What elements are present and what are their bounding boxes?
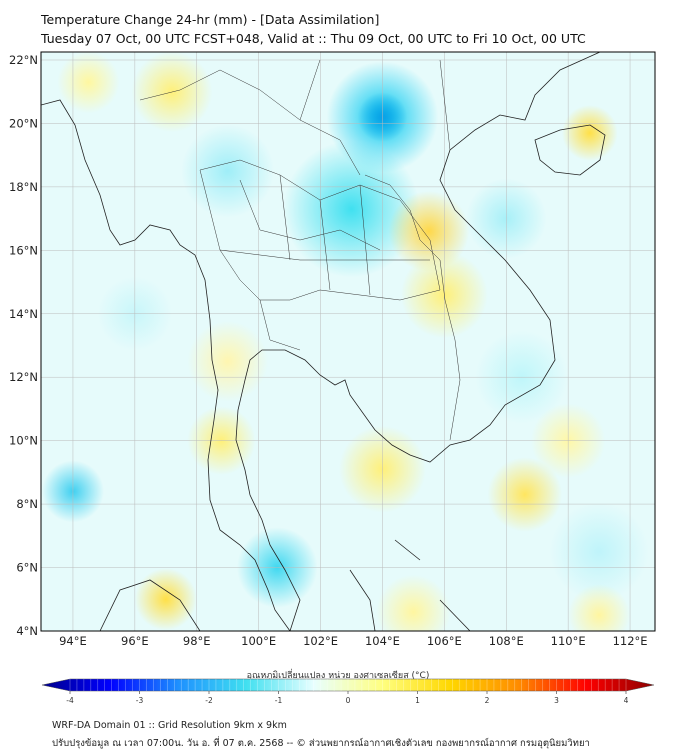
lat-label: 6°N bbox=[16, 561, 38, 575]
footer-model-info: WRF-DA Domain 01 :: Grid Resolution 9km … bbox=[52, 720, 287, 731]
lon-label: 102°E bbox=[303, 634, 338, 648]
field-anomaly bbox=[187, 321, 268, 402]
lat-label: 18°N bbox=[9, 180, 38, 194]
lat-label: 10°N bbox=[9, 434, 38, 448]
field-anomaly bbox=[376, 574, 451, 631]
lat-label: 8°N bbox=[16, 497, 38, 511]
colorbar-tick-label: 2 bbox=[485, 696, 490, 705]
temperature-field bbox=[41, 52, 649, 631]
lon-label: 108°E bbox=[489, 634, 524, 648]
field-anomaly bbox=[549, 502, 649, 602]
lon-label: 104°E bbox=[365, 634, 400, 648]
lon-label: 94°E bbox=[59, 634, 87, 648]
field-anomaly bbox=[568, 584, 631, 631]
field-anomaly bbox=[388, 190, 470, 272]
footer-update-info: ปรับปรุงข้อมูล ณ เวลา 07:00น. วัน อ. ที่… bbox=[52, 738, 590, 749]
lon-label: 100°E bbox=[241, 634, 276, 648]
colorbar-tick-label: -2 bbox=[205, 696, 213, 705]
lon-label: 112°E bbox=[613, 634, 648, 648]
colorbar-title: อุณหภูมิเปลี่ยนแปลง หน่วย องศาเซลเซียส (… bbox=[246, 671, 430, 681]
lon-label: 98°E bbox=[183, 634, 211, 648]
lat-label: 22°N bbox=[9, 53, 38, 67]
lat-label: 4°N bbox=[16, 624, 38, 638]
lat-label: 12°N bbox=[9, 370, 38, 384]
colorbar-tick-label: 4 bbox=[624, 696, 629, 705]
colorbar-tick-label: -4 bbox=[66, 696, 74, 705]
lon-label: 106°E bbox=[427, 634, 462, 648]
lon-label: 96°E bbox=[121, 634, 149, 648]
field-anomaly bbox=[134, 568, 197, 631]
field-anomaly bbox=[181, 124, 275, 218]
lat-label: 14°N bbox=[9, 307, 38, 321]
lat-label: 20°N bbox=[9, 116, 38, 130]
chart-title: Temperature Change 24-hr (mm) - [Data As… bbox=[41, 12, 380, 27]
lon-label: 110°E bbox=[551, 634, 586, 648]
colorbar: -4 -3 -2 -1 0 1 2 3 4 bbox=[41, 678, 655, 705]
colorbar-tick-label: 1 bbox=[415, 696, 420, 705]
field-anomaly bbox=[283, 140, 420, 278]
field-anomaly bbox=[57, 52, 120, 114]
field-anomaly bbox=[561, 105, 618, 161]
map-frame bbox=[40, 51, 656, 632]
field-anomaly bbox=[131, 52, 213, 133]
lat-label: 16°N bbox=[9, 243, 38, 257]
coastlines bbox=[41, 52, 606, 631]
colorbar-tick-label: -3 bbox=[136, 696, 144, 705]
colorbar-tick-label: 3 bbox=[554, 696, 559, 705]
province-borders bbox=[139, 59, 461, 441]
colorbar-tick-label: -1 bbox=[275, 696, 283, 705]
colorbar-tick-label: 0 bbox=[346, 696, 351, 705]
temperature-map: 94°E 96°E 98°E 100°E 102°E 104°E 106°E 108°E 110… bbox=[9, 51, 656, 648]
chart-subtitle: Tuesday 07 Oct, 00 UTC FCST+048, Valid a… bbox=[41, 31, 586, 46]
